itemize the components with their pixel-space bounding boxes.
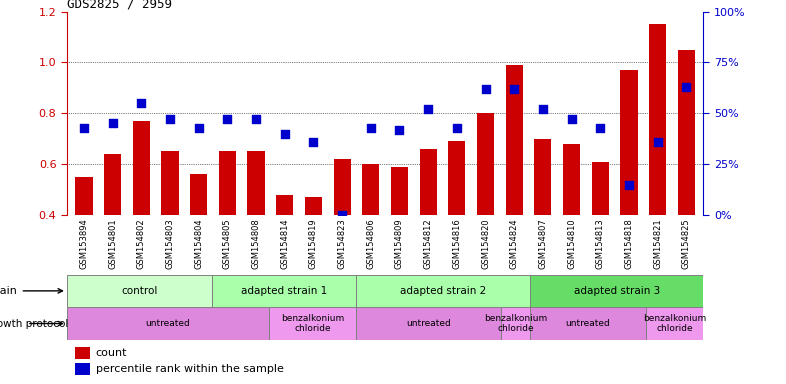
Text: GSM154819: GSM154819	[309, 218, 318, 269]
Bar	[501, 307, 530, 340]
Text: GSM154820: GSM154820	[481, 218, 490, 269]
Text: benzalkonium
chloride: benzalkonium chloride	[483, 314, 547, 333]
Point	[135, 100, 148, 106]
Text: GSM154824: GSM154824	[509, 218, 519, 269]
Bar	[477, 113, 494, 317]
Bar	[190, 174, 208, 317]
Text: GSM154807: GSM154807	[538, 218, 547, 269]
Bar	[448, 141, 465, 317]
Text: adapted strain 2: adapted strain 2	[400, 286, 487, 296]
Point	[163, 116, 176, 122]
Point	[450, 124, 463, 131]
Bar	[333, 159, 351, 317]
Bar	[356, 307, 501, 340]
Bar	[649, 24, 667, 317]
Point	[221, 116, 233, 122]
Text: GSM154813: GSM154813	[596, 218, 604, 269]
Text: GSM154814: GSM154814	[281, 218, 289, 269]
Bar	[67, 275, 211, 307]
Text: count: count	[96, 348, 127, 358]
Bar	[75, 347, 90, 359]
Bar	[592, 162, 609, 317]
Bar	[248, 151, 265, 317]
Text: benzalkonium
chloride: benzalkonium chloride	[281, 314, 344, 333]
Point	[250, 116, 263, 122]
Text: untreated: untreated	[565, 319, 610, 328]
Text: strain: strain	[0, 286, 62, 296]
Text: adapted strain 3: adapted strain 3	[574, 286, 659, 296]
Bar	[620, 70, 637, 317]
Point	[594, 124, 607, 131]
Text: GSM154802: GSM154802	[137, 218, 146, 269]
Text: GSM154816: GSM154816	[452, 218, 461, 269]
Bar	[133, 121, 150, 317]
Text: GSM154821: GSM154821	[653, 218, 662, 269]
Point	[479, 86, 492, 92]
Bar	[563, 144, 580, 317]
Bar	[420, 149, 437, 317]
Text: GSM154823: GSM154823	[338, 218, 347, 269]
Bar	[530, 307, 645, 340]
Text: adapted strain 1: adapted strain 1	[241, 286, 327, 296]
Text: GSM154805: GSM154805	[223, 218, 232, 269]
Point	[78, 124, 90, 131]
Bar	[356, 275, 530, 307]
Bar	[534, 139, 552, 317]
Text: GDS2825 / 2959: GDS2825 / 2959	[67, 0, 172, 10]
Text: GSM154804: GSM154804	[194, 218, 204, 269]
Bar	[75, 177, 93, 317]
Bar	[211, 275, 356, 307]
Point	[365, 124, 377, 131]
Point	[307, 139, 320, 145]
Point	[193, 124, 205, 131]
Text: untreated: untreated	[406, 319, 451, 328]
Text: control: control	[121, 286, 157, 296]
Bar	[104, 154, 121, 317]
Bar	[305, 197, 322, 317]
Text: GSM154806: GSM154806	[366, 218, 375, 269]
Text: untreated: untreated	[145, 319, 190, 328]
Text: percentile rank within the sample: percentile rank within the sample	[96, 364, 284, 374]
Text: GSM154825: GSM154825	[681, 218, 691, 269]
Point	[623, 182, 635, 188]
Bar	[505, 65, 523, 317]
Point	[278, 131, 291, 137]
Bar	[67, 307, 270, 340]
Bar	[276, 195, 293, 317]
Text: GSM154818: GSM154818	[624, 218, 634, 269]
Point	[393, 126, 406, 132]
Point	[537, 106, 549, 112]
Bar	[362, 164, 380, 317]
Point	[336, 212, 348, 218]
Bar	[270, 307, 356, 340]
Point	[652, 139, 664, 145]
Bar	[678, 50, 695, 317]
Bar	[75, 362, 90, 375]
Bar	[219, 151, 236, 317]
Point	[565, 116, 578, 122]
Text: GSM154812: GSM154812	[424, 218, 432, 269]
Point	[680, 84, 692, 90]
Bar	[161, 151, 178, 317]
Text: GSM154809: GSM154809	[395, 218, 404, 269]
Text: GSM153894: GSM153894	[79, 218, 89, 269]
Bar	[391, 167, 408, 317]
Text: growth protocol: growth protocol	[0, 318, 68, 329]
Text: benzalkonium
chloride: benzalkonium chloride	[643, 314, 706, 333]
Text: GSM154801: GSM154801	[108, 218, 117, 269]
Point	[508, 86, 520, 92]
Point	[106, 121, 119, 127]
Text: GSM154810: GSM154810	[567, 218, 576, 269]
Bar	[645, 307, 703, 340]
Point	[422, 106, 435, 112]
Text: GSM154808: GSM154808	[252, 218, 261, 269]
Text: GSM154803: GSM154803	[166, 218, 174, 269]
Bar	[530, 275, 703, 307]
